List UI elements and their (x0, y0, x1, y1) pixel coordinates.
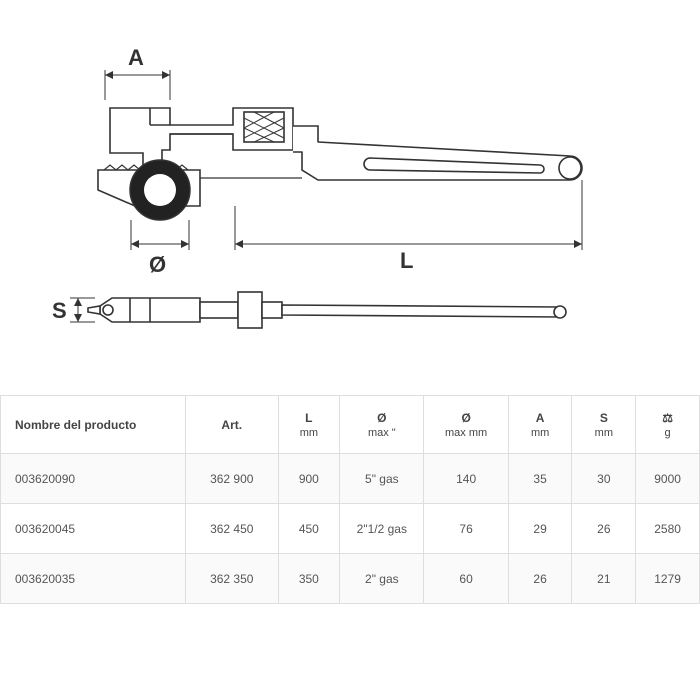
col-header-weight: ⚖g (636, 396, 700, 454)
cell: 21 (572, 554, 636, 604)
cell: 450 (278, 504, 340, 554)
label-S: S (52, 298, 67, 323)
cell: 29 (508, 504, 572, 554)
cell: 9000 (636, 454, 700, 504)
spec-table: Nombre del producto Art. Lmm Ømax " Ømax… (0, 395, 700, 604)
col-header-diam-mm: Ømax mm (424, 396, 508, 454)
label-L: L (400, 248, 413, 273)
cell: 900 (278, 454, 340, 504)
col-header-name: Nombre del producto (1, 396, 186, 454)
cell: 003620045 (1, 504, 186, 554)
cell: 76 (424, 504, 508, 554)
cell: 362 450 (186, 504, 279, 554)
col-header-S: Smm (572, 396, 636, 454)
table-row: 003620035 362 350 350 2" gas 60 26 21 12… (1, 554, 700, 604)
cell: 30 (572, 454, 636, 504)
cell: 35 (508, 454, 572, 504)
cell: 26 (572, 504, 636, 554)
cell: 26 (508, 554, 572, 604)
col-header-A: Amm (508, 396, 572, 454)
label-A: A (128, 45, 144, 70)
table-row: 003620045 362 450 450 2"1/2 gas 76 29 26… (1, 504, 700, 554)
cell: 60 (424, 554, 508, 604)
table-header-row: Nombre del producto Art. Lmm Ømax " Ømax… (1, 396, 700, 454)
col-header-L: Lmm (278, 396, 340, 454)
cell: 1279 (636, 554, 700, 604)
col-header-diam-inch: Ømax " (340, 396, 424, 454)
cell: 350 (278, 554, 340, 604)
table-row: 003620090 362 900 900 5" gas 140 35 30 9… (1, 454, 700, 504)
cell: 362 350 (186, 554, 279, 604)
col-header-art: Art. (186, 396, 279, 454)
label-diameter: Ø (149, 252, 166, 277)
cell: 5" gas (340, 454, 424, 504)
cell: 2" gas (340, 554, 424, 604)
cell: 140 (424, 454, 508, 504)
cell: 2580 (636, 504, 700, 554)
cell: 003620035 (1, 554, 186, 604)
cell: 362 900 (186, 454, 279, 504)
cell: 2"1/2 gas (340, 504, 424, 554)
wrench-diagram: A (0, 30, 700, 370)
product-table: Nombre del producto Art. Lmm Ømax " Ømax… (0, 395, 700, 604)
cell: 003620090 (1, 454, 186, 504)
